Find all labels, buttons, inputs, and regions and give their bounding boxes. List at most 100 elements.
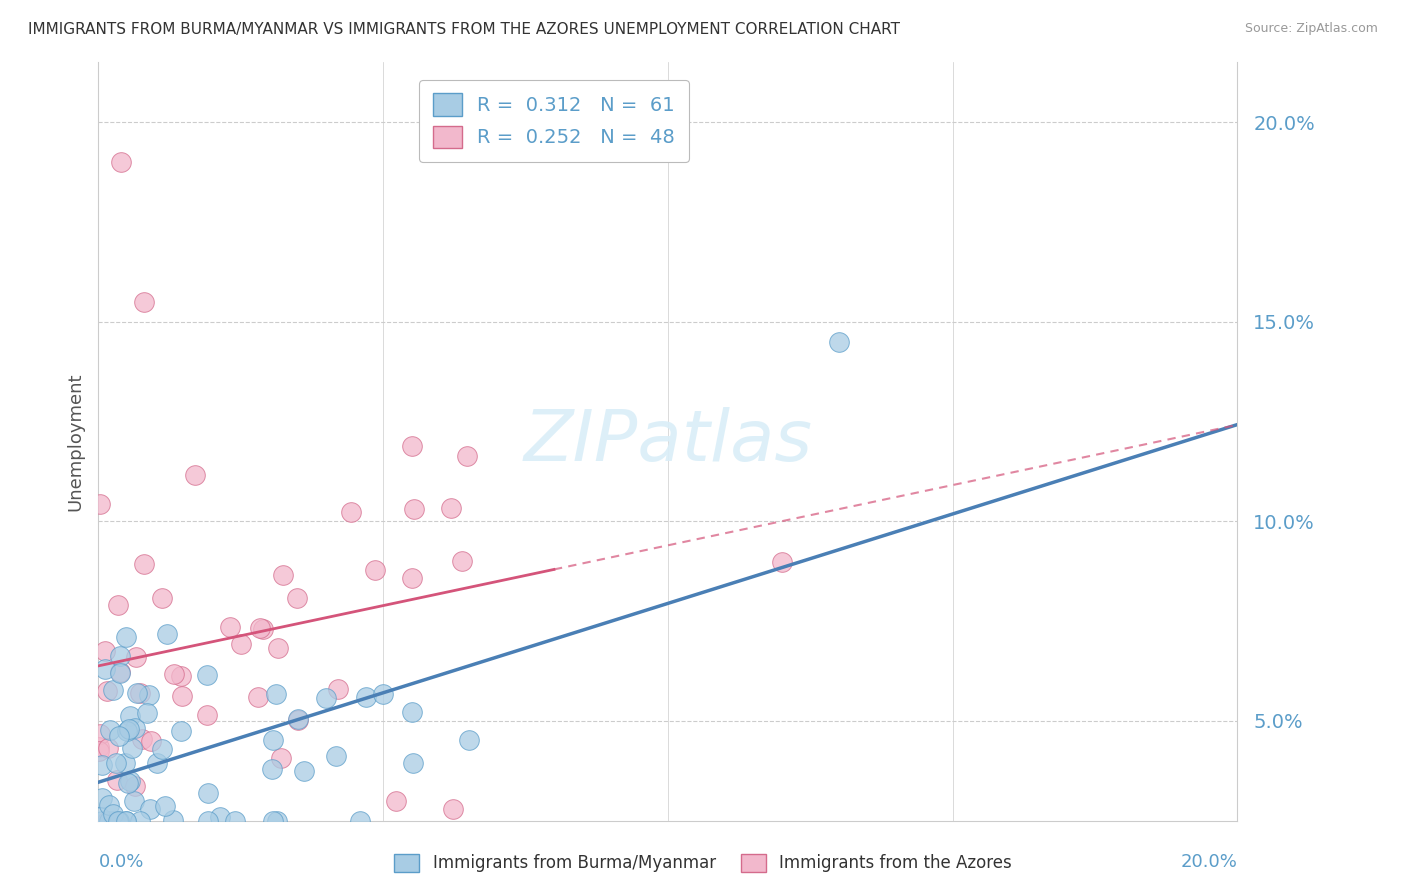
Point <box>402 756 425 770</box>
Point <box>162 666 184 681</box>
Point <box>231 637 253 651</box>
Point <box>326 681 349 696</box>
Point <box>292 764 315 778</box>
Point <box>107 773 129 788</box>
Point <box>114 756 136 771</box>
Point <box>195 668 218 682</box>
Point <box>98 814 121 828</box>
Y-axis label: Unemployment: Unemployment <box>66 372 84 511</box>
Point <box>325 748 347 763</box>
Point <box>249 622 271 636</box>
Point <box>108 665 131 679</box>
Point <box>356 690 378 705</box>
Point <box>264 686 287 700</box>
Point <box>90 791 112 805</box>
Point <box>107 598 129 612</box>
Point <box>162 813 184 827</box>
Point <box>219 620 242 634</box>
Point <box>150 591 173 606</box>
Point <box>401 439 423 453</box>
Point <box>118 774 141 789</box>
Point <box>97 741 120 756</box>
Point <box>209 810 232 824</box>
Point <box>456 449 478 463</box>
Point <box>440 500 463 515</box>
Point <box>184 467 207 482</box>
Point <box>287 712 309 726</box>
Point <box>132 294 155 309</box>
Point <box>197 786 219 800</box>
Point <box>457 733 479 747</box>
Point <box>441 802 464 816</box>
Point <box>197 814 219 828</box>
Point <box>94 662 117 676</box>
Point <box>90 814 112 828</box>
Point <box>150 742 173 756</box>
Point <box>89 497 111 511</box>
Point <box>110 155 132 169</box>
Point <box>129 814 152 828</box>
Point <box>96 684 118 698</box>
Point <box>170 669 193 683</box>
Point <box>340 505 363 519</box>
Point <box>91 757 114 772</box>
Point <box>103 814 125 828</box>
Point <box>124 721 146 735</box>
Point <box>270 751 292 765</box>
Point <box>349 814 371 828</box>
Legend: Immigrants from Burma/Myanmar, Immigrants from the Azores: Immigrants from Burma/Myanmar, Immigrant… <box>388 847 1018 879</box>
Point <box>122 794 145 808</box>
Point <box>153 799 176 814</box>
Point <box>136 706 159 721</box>
Point <box>120 709 142 723</box>
Text: IMMIGRANTS FROM BURMA/MYANMAR VS IMMIGRANTS FROM THE AZORES UNEMPLOYMENT CORRELA: IMMIGRANTS FROM BURMA/MYANMAR VS IMMIGRA… <box>28 22 900 37</box>
Point <box>401 572 423 586</box>
Point <box>97 798 120 813</box>
Point <box>115 814 138 828</box>
Point <box>252 622 274 636</box>
Point <box>271 567 294 582</box>
Point <box>121 741 143 756</box>
Point <box>104 756 127 770</box>
Point <box>115 724 138 739</box>
Point <box>315 691 337 706</box>
Point <box>262 762 284 776</box>
Point <box>384 794 406 808</box>
Point <box>263 814 285 828</box>
Point <box>115 630 138 644</box>
Point <box>89 739 111 754</box>
Point <box>224 814 246 828</box>
Point <box>89 810 111 824</box>
Point <box>114 814 136 828</box>
Point <box>108 666 131 681</box>
Legend: R =  0.312   N =  61, R =  0.252   N =  48: R = 0.312 N = 61, R = 0.252 N = 48 <box>419 79 689 161</box>
Point <box>402 501 425 516</box>
Point <box>134 558 156 572</box>
Point <box>246 690 269 704</box>
Point <box>101 807 124 822</box>
Point <box>364 563 387 577</box>
Point <box>89 727 111 741</box>
Point <box>373 687 395 701</box>
Point <box>287 713 309 727</box>
Point <box>110 649 132 664</box>
Point <box>127 686 149 700</box>
Point <box>124 780 146 794</box>
Text: 20.0%: 20.0% <box>1181 853 1237 871</box>
Point <box>125 650 148 665</box>
Point <box>139 802 162 816</box>
Point <box>131 732 153 747</box>
Point <box>104 814 127 828</box>
Point <box>107 814 129 828</box>
Text: ZIPatlas: ZIPatlas <box>523 407 813 476</box>
Point <box>129 685 152 699</box>
Point <box>266 814 288 828</box>
Point <box>94 644 117 658</box>
Point <box>118 722 141 736</box>
Point <box>770 555 793 569</box>
Point <box>262 732 284 747</box>
Point <box>98 723 121 737</box>
Point <box>101 682 124 697</box>
Point <box>285 591 308 605</box>
Point <box>87 744 110 758</box>
